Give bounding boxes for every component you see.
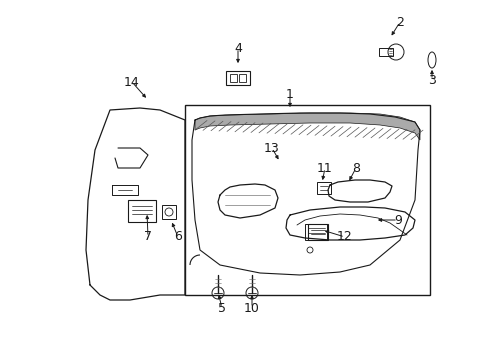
Bar <box>378 48 392 56</box>
Bar <box>184 105 429 295</box>
Text: 14: 14 <box>124 76 140 89</box>
Bar <box>128 200 156 222</box>
Text: 1: 1 <box>285 89 293 102</box>
Bar <box>229 74 237 82</box>
Text: 3: 3 <box>427 73 435 86</box>
Text: 8: 8 <box>351 162 359 175</box>
Bar <box>307 224 327 240</box>
Text: 10: 10 <box>244 302 260 315</box>
Bar <box>305 224 326 240</box>
Bar <box>225 71 249 85</box>
Text: 12: 12 <box>336 230 352 243</box>
Text: 7: 7 <box>143 230 152 243</box>
Bar <box>162 205 176 219</box>
Text: 4: 4 <box>234 41 242 54</box>
Text: 2: 2 <box>395 15 403 28</box>
Text: 13: 13 <box>264 141 279 154</box>
Bar <box>316 182 330 194</box>
Text: 11: 11 <box>317 162 332 175</box>
Bar <box>239 74 245 82</box>
Text: 5: 5 <box>218 302 225 315</box>
Polygon shape <box>195 113 419 140</box>
Text: 9: 9 <box>393 213 401 226</box>
Text: 6: 6 <box>174 230 182 243</box>
